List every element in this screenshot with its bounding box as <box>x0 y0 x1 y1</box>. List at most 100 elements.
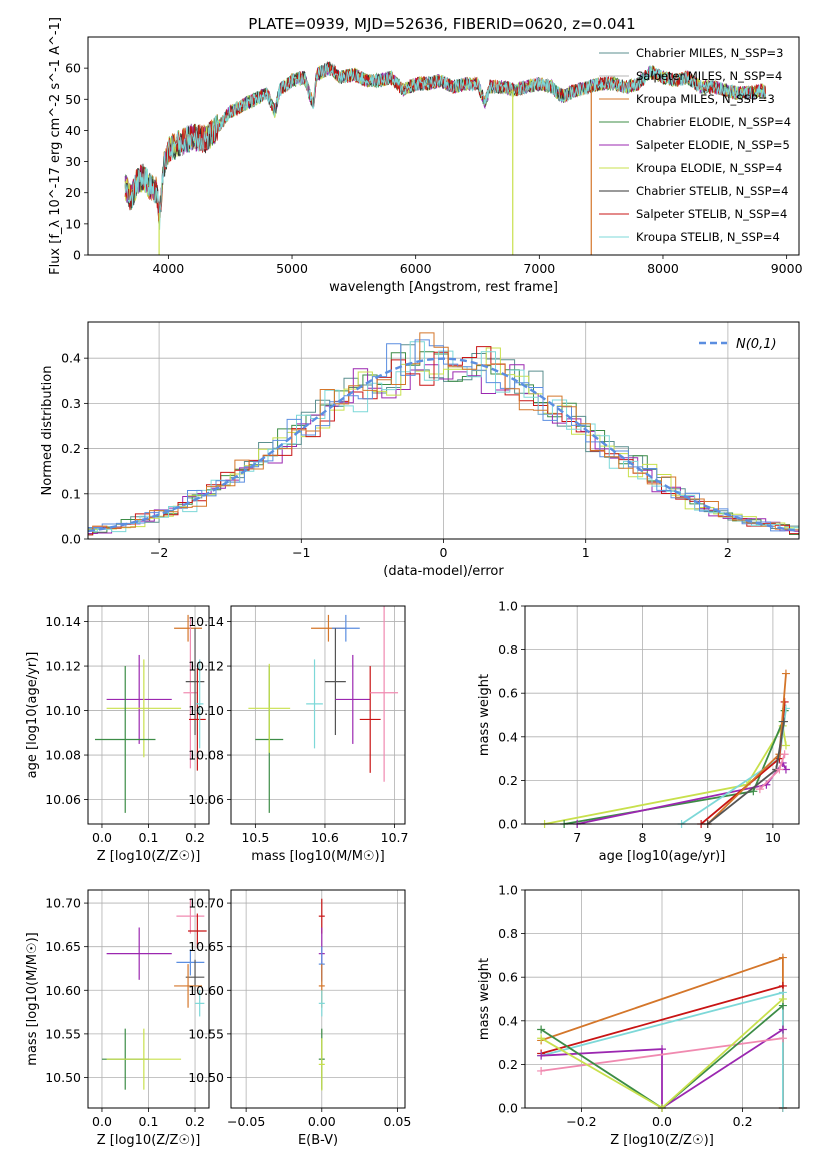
y-tick-label: 10.10 <box>188 703 224 718</box>
y-tick-label: 10.12 <box>45 659 81 674</box>
x-tick-label: 0.0 <box>652 1114 672 1129</box>
x-tick-label: 0.2 <box>185 830 205 845</box>
x-axis-label: Z [log10(Z/Z☉)] <box>610 1133 714 1148</box>
axes-mass_weight_vs_age: 7 8 9 10 0.0 0.2 0.4 0.6 0.8 1.0 age [log10(age/yr… <box>477 599 800 864</box>
y-tick-label: 10.65 <box>45 939 81 954</box>
x-tick-label: 10.7 <box>381 830 409 845</box>
y-tick-label: 10.10 <box>45 703 81 718</box>
x-tick-label: 4000 <box>152 261 184 276</box>
y-tick-label: 0.8 <box>498 926 518 941</box>
y-axis-label: mass weight <box>477 958 492 1040</box>
x-tick-label: 0.0 <box>92 830 112 845</box>
x-tick-label: 1 <box>582 545 590 560</box>
y-tick-label: 10.14 <box>45 614 81 629</box>
axes-mass_vs_Z: 0.0 0.1 0.2 10.50 10.55 10.60 10.65 10.70 Z [log… <box>25 889 210 1148</box>
axes-frame <box>230 889 406 1109</box>
weight-marker <box>780 750 789 759</box>
y-tick-label: 10.12 <box>188 659 224 674</box>
weight-marker <box>781 669 790 678</box>
x-tick-label: 5000 <box>276 261 308 276</box>
y-tick-label: 1.0 <box>498 599 518 614</box>
weight-marker <box>778 953 787 962</box>
y-tick-label: 10.06 <box>188 792 224 807</box>
x-tick-label: 0.1 <box>139 1114 159 1129</box>
weight-marker <box>537 1051 546 1060</box>
axes-frame <box>87 321 800 540</box>
weight-marker <box>537 1034 546 1043</box>
x-tick-label: 7 <box>573 830 581 845</box>
y-tick-label: 0.4 <box>61 351 81 366</box>
y-tick-label: 0.6 <box>498 970 518 985</box>
legend-label: Chabrier MILES, N_SSP=3 <box>636 46 783 60</box>
weight-marker <box>781 741 790 750</box>
x-tick-label: −0.2 <box>566 1114 596 1129</box>
y-tick-label: 10.60 <box>45 983 81 998</box>
histogram-step <box>88 339 799 532</box>
x-tick-label: 10 <box>765 830 781 845</box>
legend-label: Salpeter STELIB, N_SSP=4 <box>636 207 787 221</box>
axes-frame <box>87 605 210 825</box>
y-tick-label: 10.50 <box>188 1070 224 1085</box>
y-tick-label: 10.55 <box>188 1026 224 1041</box>
y-tick-label: 0.4 <box>498 1013 518 1028</box>
y-tick-label: 0.8 <box>498 642 518 657</box>
y-tick-label: 10.70 <box>188 896 224 911</box>
axes-age_vs_Z: 0.0 0.1 0.2 10.06 10.08 10.10 10.12 10.14 Z [log… <box>25 605 210 864</box>
weight-line <box>540 998 784 1108</box>
weight-line <box>540 1037 784 1072</box>
x-axis-label: age [log10(age/yr)] <box>599 849 726 864</box>
legend-label: Kroupa MILES, N_SSP=3 <box>636 92 775 106</box>
legend-label: Chabrier ELODIE, N_SSP=4 <box>636 115 791 129</box>
y-tick-label: 20 <box>65 185 81 200</box>
y-tick-label: 10 <box>65 216 81 231</box>
histogram-step <box>88 341 799 533</box>
x-tick-label: 0.2 <box>733 1114 753 1129</box>
y-tick-label: 0.4 <box>498 729 518 744</box>
x-tick-label: 0.00 <box>308 1114 336 1129</box>
y-tick-label: 60 <box>65 61 81 76</box>
y-tick-label: 0.2 <box>61 441 81 456</box>
y-tick-label: 0 <box>73 248 81 263</box>
y-tick-label: 10.55 <box>45 1026 81 1041</box>
weight-marker <box>537 1066 546 1075</box>
y-tick-label: 0.2 <box>498 773 518 788</box>
x-tick-label: 0.0 <box>92 1114 112 1129</box>
y-tick-label: 10.08 <box>188 748 224 763</box>
y-axis-label: Flux [f_λ 10^-17 erg cm^-2 s^-1 A^-1] <box>48 17 63 275</box>
x-tick-label: −1 <box>292 545 310 560</box>
histogram-step <box>88 364 799 534</box>
weight-marker <box>775 765 784 774</box>
x-tick-label: 9000 <box>771 261 803 276</box>
weight-marker <box>778 1025 787 1034</box>
x-axis-label: Z [log10(Z/Z☉)] <box>97 1133 201 1148</box>
y-tick-label: 10.14 <box>188 614 224 629</box>
x-axis-label: (data-model)/error <box>383 564 504 579</box>
axes-age_vs_mass: 10.5 10.6 10.7 10.06 10.08 10.10 10.12 10.14 mas… <box>188 605 409 864</box>
y-tick-label: 0.1 <box>61 486 81 501</box>
x-axis-label: wavelength [Angstrom, rest frame] <box>329 280 558 295</box>
weight-marker <box>778 1034 787 1043</box>
x-tick-label: 9 <box>704 830 712 845</box>
weight-marker <box>779 717 788 726</box>
x-tick-label: 0.05 <box>384 1114 412 1129</box>
weight-line <box>541 1028 784 1108</box>
axes-frame <box>524 605 800 825</box>
x-tick-label: 6000 <box>400 261 432 276</box>
y-tick-label: 10.65 <box>188 939 224 954</box>
y-tick-label: 0.6 <box>498 686 518 701</box>
y-axis-label: mass [log10(M/M☉)] <box>25 932 40 1065</box>
y-axis-label: Normed distribution <box>40 366 55 496</box>
x-tick-label: −0.05 <box>227 1114 265 1129</box>
y-tick-label: 30 <box>65 154 81 169</box>
legend-label: Salpeter MILES, N_SSP=4 <box>636 69 782 83</box>
axes-frame <box>230 605 406 825</box>
x-axis-label: Z [log10(Z/Z☉)] <box>97 849 201 864</box>
weight-marker <box>537 1025 546 1034</box>
weight-line <box>544 723 787 824</box>
x-axis-label: E(B-V) <box>298 1133 338 1148</box>
legend-label: N(0,1) <box>736 337 777 352</box>
weight-line <box>707 673 787 824</box>
y-tick-label: 10.60 <box>188 983 224 998</box>
y-axis-label: age [log10(age/yr)] <box>25 652 40 779</box>
